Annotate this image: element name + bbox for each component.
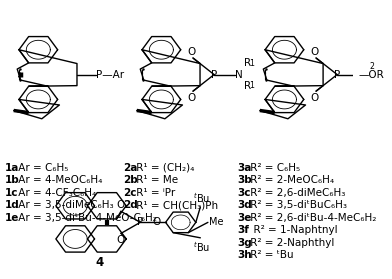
Text: R¹ = CH(CH₃)Ph: R¹ = CH(CH₃)Ph	[132, 200, 218, 210]
Text: R¹ = Me: R¹ = Me	[132, 175, 178, 186]
Text: R² = 2-MeOC₆H₄: R² = 2-MeOC₆H₄	[247, 175, 334, 186]
Text: Ar = 3,5-diMeC₆H₃: Ar = 3,5-diMeC₆H₃	[15, 200, 113, 210]
Text: 1a: 1a	[5, 163, 19, 173]
Text: 1: 1	[249, 81, 254, 90]
Text: R² = 2,6-diMeC₆H₃: R² = 2,6-diMeC₆H₃	[247, 188, 345, 198]
Text: R: R	[244, 58, 251, 68]
Text: 2b: 2b	[123, 175, 138, 186]
Text: 2a: 2a	[123, 163, 137, 173]
Text: O: O	[117, 200, 125, 210]
Text: R² = 2,6-diᵗBu-4-MeC₆H₂: R² = 2,6-diᵗBu-4-MeC₆H₂	[247, 213, 376, 223]
Text: 3d: 3d	[237, 200, 252, 210]
Text: O: O	[310, 47, 318, 57]
Text: 4: 4	[96, 256, 104, 269]
Text: N: N	[235, 69, 243, 80]
Text: O: O	[310, 93, 318, 103]
Text: R² = ᵗBu: R² = ᵗBu	[247, 250, 294, 260]
Text: Ar = C₆H₅: Ar = C₆H₅	[15, 163, 68, 173]
Text: 2d: 2d	[123, 200, 138, 210]
Text: 3h: 3h	[237, 250, 252, 260]
Text: O: O	[117, 235, 125, 245]
Text: P—Ar: P—Ar	[96, 69, 124, 80]
Text: O: O	[187, 93, 195, 103]
Text: 2: 2	[370, 62, 375, 71]
Text: $^t$Bu: $^t$Bu	[192, 240, 210, 254]
Text: 3g: 3g	[237, 237, 252, 247]
Text: 1: 1	[249, 59, 254, 68]
Text: R² = 1-Naphtnyl: R² = 1-Naphtnyl	[247, 225, 338, 235]
Text: 3b: 3b	[237, 175, 252, 186]
Text: 3a: 3a	[237, 163, 251, 173]
Text: Ar = 4-MeOC₆H₄: Ar = 4-MeOC₆H₄	[15, 175, 102, 186]
Text: R¹ = ⁱPr: R¹ = ⁱPr	[132, 188, 175, 198]
Text: 1e: 1e	[5, 213, 19, 223]
Text: P: P	[211, 69, 217, 80]
Text: R¹ = (CH₂)₄: R¹ = (CH₂)₄	[132, 163, 194, 173]
Text: 3e: 3e	[237, 213, 251, 223]
Text: —OR: —OR	[358, 69, 384, 80]
Text: 1d: 1d	[5, 200, 20, 210]
Text: 2c: 2c	[123, 188, 136, 198]
Text: 1b: 1b	[5, 175, 20, 186]
Text: R² = 2-Naphthyl: R² = 2-Naphthyl	[247, 237, 334, 247]
Text: Ar = 3,5-diᵗBu-4-MeO-C₆H₂: Ar = 3,5-diᵗBu-4-MeO-C₆H₂	[15, 213, 157, 223]
Text: R: R	[244, 81, 251, 92]
Text: 3c: 3c	[237, 188, 250, 198]
Text: 3f: 3f	[237, 225, 249, 235]
Text: O: O	[187, 47, 195, 57]
Text: Me: Me	[209, 217, 224, 227]
Text: O: O	[152, 217, 160, 227]
Text: P: P	[137, 217, 143, 227]
Text: R² = C₆H₅: R² = C₆H₅	[247, 163, 300, 173]
Text: $^t$Bu: $^t$Bu	[192, 191, 210, 205]
Text: 1c: 1c	[5, 188, 18, 198]
Text: Ar = 4-CF₃C₆H₄: Ar = 4-CF₃C₆H₄	[15, 188, 96, 198]
Text: R² = 3,5-diᵗBuC₆H₃: R² = 3,5-diᵗBuC₆H₃	[247, 200, 347, 210]
Text: P: P	[334, 69, 340, 80]
